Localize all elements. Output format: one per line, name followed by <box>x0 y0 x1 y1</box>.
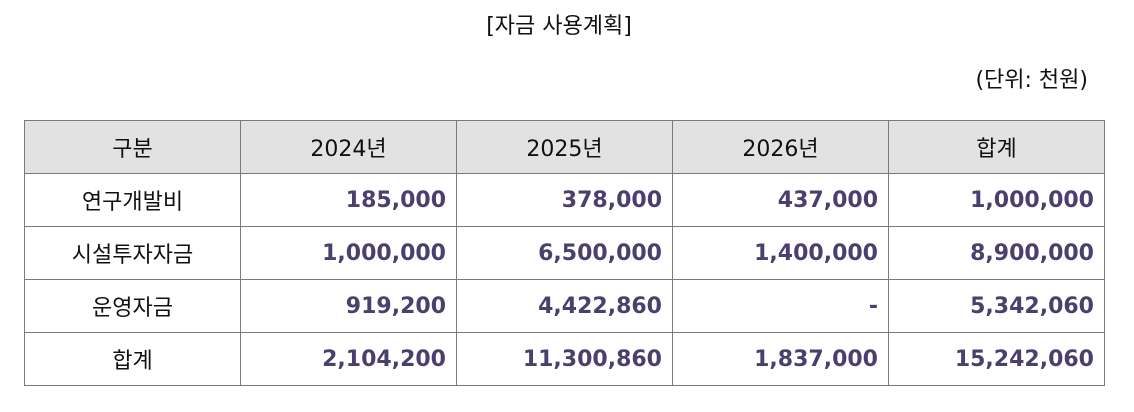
table-row: 운영자금 919,200 4,422,860 - 5,342,060 <box>24 279 1105 333</box>
row-label: 연구개발비 <box>24 173 241 227</box>
cell-value: 1,000,000 <box>888 173 1105 227</box>
header-2024: 2024년 <box>240 120 457 174</box>
cell-value: 1,000,000 <box>240 226 457 280</box>
header-category: 구분 <box>24 120 241 174</box>
row-label: 시설투자자금 <box>24 226 241 280</box>
row-label: 합계 <box>24 332 241 386</box>
cell-value: 919,200 <box>240 279 457 333</box>
table-row: 연구개발비 185,000 378,000 437,000 1,000,000 <box>24 173 1105 227</box>
unit-note: (단위: 천원) <box>975 68 1088 93</box>
cell-value: 1,837,000 <box>672 332 889 386</box>
cell-value: 185,000 <box>240 173 457 227</box>
cell-value: 2,104,200 <box>240 332 457 386</box>
document-title: [자금 사용계획] <box>486 14 632 39</box>
table-header-row: 구분 2024년 2025년 2026년 합계 <box>24 120 1105 174</box>
cell-value: 8,900,000 <box>888 226 1105 280</box>
fund-usage-table: 구분 2024년 2025년 2026년 합계 연구개발비 185,000 37… <box>24 120 1105 386</box>
cell-value: 437,000 <box>672 173 889 227</box>
cell-value: 11,300,860 <box>456 332 673 386</box>
header-total: 합계 <box>888 120 1105 174</box>
table-row-total: 합계 2,104,200 11,300,860 1,837,000 15,242… <box>24 332 1105 386</box>
cell-value: 378,000 <box>456 173 673 227</box>
header-2025: 2025년 <box>456 120 673 174</box>
header-2026: 2026년 <box>672 120 889 174</box>
row-label: 운영자금 <box>24 279 241 333</box>
cell-value: 6,500,000 <box>456 226 673 280</box>
cell-value: - <box>672 279 889 333</box>
cell-value: 15,242,060 <box>888 332 1105 386</box>
cell-value: 4,422,860 <box>456 279 673 333</box>
table-row: 시설투자자금 1,000,000 6,500,000 1,400,000 8,9… <box>24 226 1105 280</box>
cell-value: 1,400,000 <box>672 226 889 280</box>
cell-value: 5,342,060 <box>888 279 1105 333</box>
